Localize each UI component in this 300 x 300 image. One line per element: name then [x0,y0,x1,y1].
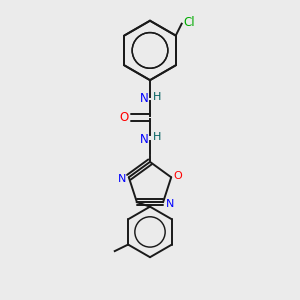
Text: H: H [153,92,162,101]
Text: O: O [173,171,182,181]
Text: N: N [118,174,126,184]
Text: N: N [166,199,174,209]
Text: N: N [140,133,149,146]
Text: Cl: Cl [183,16,195,29]
Text: N: N [140,92,149,105]
Text: O: O [119,111,129,124]
Text: H: H [153,132,162,142]
